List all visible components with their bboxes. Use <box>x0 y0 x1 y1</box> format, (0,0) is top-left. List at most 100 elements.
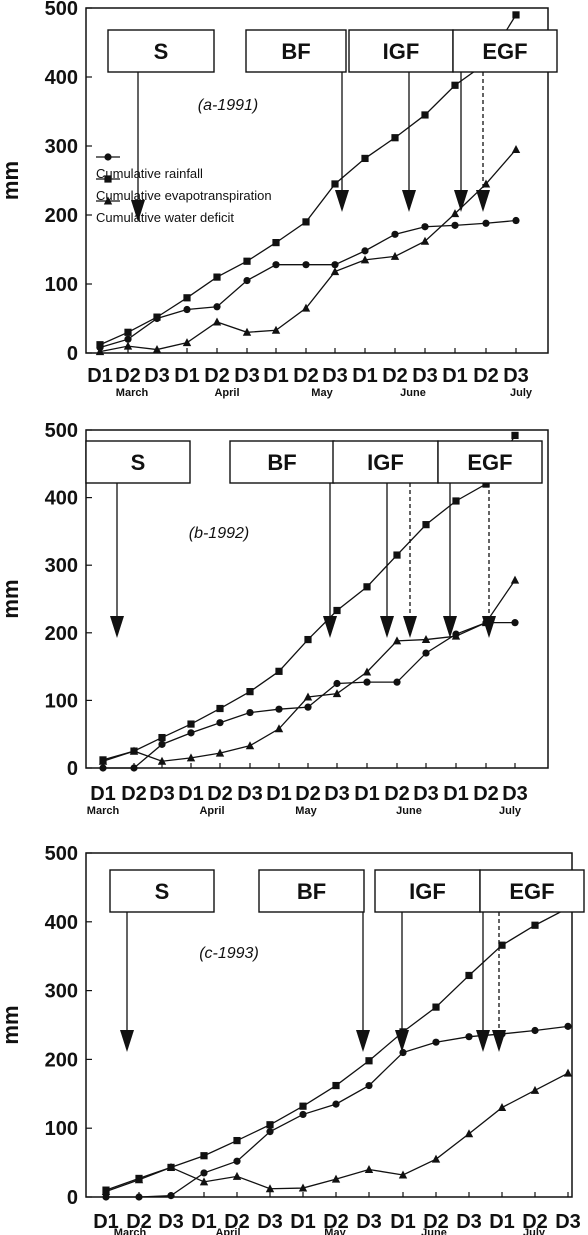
down-arrow-icon <box>120 1030 134 1052</box>
stage-box-bf <box>245 29 347 73</box>
x-tick-label: D2 <box>473 783 499 805</box>
down-arrow-icon <box>482 616 496 638</box>
panel-annotation: (c-1993) <box>199 945 259 962</box>
data-point-triangle <box>331 1174 341 1183</box>
month-label: May <box>311 387 333 399</box>
data-point-square <box>304 635 312 644</box>
x-tick-label: D2 <box>115 365 141 387</box>
data-point-square <box>432 1003 440 1011</box>
data-point-triangle <box>101 1186 111 1195</box>
data-point-square <box>482 480 490 488</box>
data-point-circle <box>465 1033 473 1041</box>
data-point-triangle <box>481 179 491 188</box>
data-point-square <box>331 180 339 188</box>
data-point-square <box>422 521 430 529</box>
data-point-square <box>200 1152 208 1160</box>
data-point-circle <box>393 678 401 686</box>
x-tick-label: D2 <box>121 783 147 805</box>
legend-entry: Cumulative rainfall <box>96 166 203 181</box>
stage-box-igf <box>332 440 439 484</box>
stage-box-s <box>107 29 215 73</box>
month-label: May <box>324 1227 346 1235</box>
y-tick-label: 300 <box>45 981 78 1003</box>
data-point-triangle <box>301 303 311 312</box>
data-point-square <box>272 239 280 247</box>
data-point-square <box>393 551 401 559</box>
month-label: July <box>510 387 533 399</box>
down-arrow-icon <box>110 616 124 638</box>
x-tick-label: D3 <box>413 783 439 805</box>
x-tick-label: D1 <box>90 783 116 805</box>
y-tick-label: 400 <box>45 488 78 510</box>
x-tick-label: D1 <box>352 365 378 387</box>
data-point-square <box>299 1102 307 1110</box>
down-arrow-icon <box>395 1030 409 1052</box>
x-tick-label: D2 <box>384 783 410 805</box>
data-point-square <box>511 431 519 440</box>
legend-entry: Cumulative water deficit <box>96 210 234 225</box>
data-point-triangle <box>390 251 400 260</box>
data-point-circle <box>246 708 254 717</box>
data-point-square <box>233 1136 241 1145</box>
stage-box-egf <box>452 29 558 73</box>
data-point-circle <box>365 1081 373 1090</box>
x-tick-label: D1 <box>443 783 469 805</box>
x-tick-label: D2 <box>204 365 230 387</box>
data-point-circle <box>233 1157 241 1165</box>
month-label: April <box>199 805 224 817</box>
data-point-square <box>363 583 371 591</box>
data-point-triangle <box>450 209 460 218</box>
data-point-circle <box>158 740 166 748</box>
data-point-square <box>333 606 341 615</box>
stage-label: IGF <box>383 39 420 64</box>
x-tick-label: D1 <box>266 783 292 805</box>
y-tick-label: 300 <box>45 555 78 577</box>
y-axis-label: mm <box>0 161 23 200</box>
data-point-circle <box>361 247 369 255</box>
x-tick-label: D3 <box>158 1211 184 1233</box>
data-point-square <box>498 941 506 949</box>
down-arrow-icon <box>443 616 457 638</box>
y-tick-label: 400 <box>45 67 78 89</box>
data-point-square <box>452 497 460 505</box>
data-point-triangle <box>510 575 520 584</box>
x-tick-label: D3 <box>412 365 438 387</box>
data-point-circle <box>363 678 371 686</box>
data-point-circle <box>422 649 430 657</box>
x-tick-label: D1 <box>178 783 204 805</box>
data-point-square <box>361 154 369 163</box>
data-point-square <box>465 971 473 980</box>
y-tick-label: 500 <box>45 0 78 20</box>
data-point-triangle <box>215 748 225 757</box>
month-label: May <box>295 805 317 817</box>
data-point-triangle <box>134 1175 144 1184</box>
stage-label: BF <box>297 879 326 904</box>
data-point-triangle <box>398 1170 408 1179</box>
plot-frame <box>85 7 549 354</box>
x-tick-label: D1 <box>489 1211 515 1233</box>
down-arrow-icon <box>335 190 349 212</box>
month-label: March <box>116 387 149 399</box>
data-point-circle <box>130 764 138 772</box>
down-arrow-icon <box>356 1030 370 1052</box>
data-point-circle <box>331 261 339 269</box>
data-point-circle <box>304 703 312 711</box>
data-point-circle <box>243 276 251 285</box>
x-tick-label: D2 <box>207 783 233 805</box>
data-point-square <box>213 273 221 281</box>
x-tick-label: D3 <box>503 365 529 387</box>
series-line-circle <box>99 219 517 349</box>
x-tick-label: D2 <box>295 783 321 805</box>
data-point-triangle <box>497 1103 507 1112</box>
data-point-circle <box>432 1038 440 1046</box>
x-tick-label: D1 <box>290 1211 316 1233</box>
data-point-square <box>266 1121 274 1129</box>
data-point-triangle <box>464 1129 474 1138</box>
data-point-square <box>332 1081 340 1090</box>
stage-box-s <box>85 440 191 484</box>
down-arrow-icon <box>476 190 490 212</box>
stage-box-egf <box>479 869 585 913</box>
down-arrow-icon <box>454 190 468 212</box>
x-tick-label: D2 <box>423 1211 449 1233</box>
stage-label: S <box>155 879 170 904</box>
